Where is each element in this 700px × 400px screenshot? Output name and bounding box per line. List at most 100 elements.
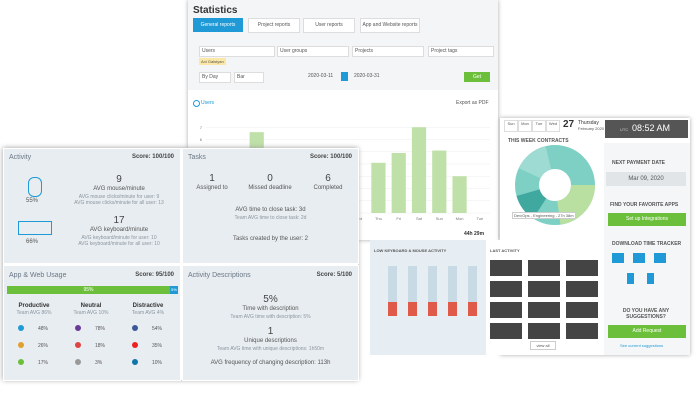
projects-input[interactable]: Projects [352, 46, 424, 57]
mac-icon[interactable] [633, 253, 645, 263]
date-from[interactable]: 2020-03-11 [308, 73, 334, 79]
activity-bar [468, 266, 477, 316]
get-button[interactable]: Get [464, 72, 490, 82]
keyboard-all: AVG keyboard/minute for all user: 10 [78, 241, 160, 247]
windows-icon[interactable] [612, 253, 624, 263]
integrations-button[interactable]: Set up Integrations [608, 213, 686, 226]
mouse-percent: 55% [26, 198, 39, 204]
card-score: Score: 95/100 [135, 272, 174, 278]
app-icon [75, 359, 81, 365]
app-icon [75, 325, 81, 331]
type-select[interactable]: Bar [234, 72, 264, 83]
mouse-label: AVG mouse/minute [93, 186, 145, 192]
distractive-bar: 5% [170, 286, 178, 294]
app-icon [18, 325, 24, 331]
tab[interactable]: App and Website reports [360, 18, 420, 33]
clock-box [605, 120, 688, 138]
mouse-value: 9 [116, 174, 122, 185]
bar [452, 176, 467, 213]
x-tick-label: Mon [456, 216, 464, 221]
task-stat-value: 1 [209, 173, 215, 184]
calendar-icon[interactable] [341, 72, 348, 81]
day[interactable]: Tue [532, 120, 546, 132]
tab[interactable]: Project reports [248, 18, 300, 33]
column-team: Team AVG 86% [16, 310, 52, 316]
tags-input[interactable]: Project tags [428, 46, 494, 57]
usage-percent: 48% [38, 326, 49, 332]
user-chip[interactable]: Ani Galstyan [199, 58, 226, 65]
bar [371, 162, 386, 213]
weekday: Thursday [578, 120, 599, 126]
tab[interactable]: User reports [303, 18, 355, 33]
tab[interactable]: General reports [193, 18, 243, 32]
total-time: 44h 29m [464, 231, 485, 237]
keyboard-value: 17 [113, 215, 125, 226]
description-percent-label: Time with description [242, 306, 299, 312]
team-unique: Team AVG time with unique descriptions: … [216, 346, 325, 352]
activity-card: Activity Score: 100/100 55% 9 AVG mouse/… [3, 148, 181, 264]
unique-value: 1 [267, 326, 274, 337]
mouse-all: AVG mouse clicks/minute for all user: 13 [74, 200, 164, 206]
linux-icon[interactable] [654, 253, 666, 263]
keyboard-icon [18, 221, 52, 235]
card-score: Score: 100/100 [309, 154, 352, 160]
usage-percent: 54% [152, 326, 163, 332]
period-select[interactable]: By Day [199, 72, 231, 83]
screenshot-grid[interactable] [490, 260, 598, 340]
view-all-button[interactable]: view all [530, 341, 556, 350]
day[interactable]: Wed [546, 120, 560, 132]
x-tick-label: Sun [436, 216, 443, 221]
usage-percent: 18% [95, 343, 106, 349]
suggest-title: DO YOU HAVE ANY SUGGESTIONS? [622, 308, 670, 320]
low-activity-title: LOW KEYBOARD & MOUSE ACTIVITY [374, 248, 447, 253]
day-number: 27 [563, 119, 575, 130]
date-to[interactable]: 2020-03-31 [354, 73, 380, 79]
task-stat-label: Missed deadline [248, 185, 292, 191]
android-icon[interactable] [627, 273, 634, 284]
productive-bar: 95% [7, 286, 170, 294]
x-tick-label: Tue [476, 216, 484, 221]
payment-title: NEXT PAYMENT DATE [612, 160, 665, 166]
clock-icon [193, 100, 200, 107]
activity-panels: LOW KEYBOARD & MOUSE ACTIVITY LAST ACTIV… [370, 240, 604, 355]
tasks-card: Tasks Score: 100/100 1 Assigned to 0 Mis… [182, 148, 359, 264]
task-stat-label: Assigned to [196, 185, 228, 191]
usage-percent: 26% [38, 343, 49, 349]
x-tick-label: Thu [375, 216, 382, 221]
day[interactable]: Mon [518, 120, 532, 132]
suggest-link[interactable]: See current suggestions [620, 343, 664, 348]
column-title: Neutral [80, 303, 102, 309]
month: February 2020 [578, 126, 605, 131]
tasks-created: Tasks created by the user: 2 [232, 236, 309, 242]
keyboard-percent: 66% [26, 239, 39, 245]
card-title: Activity [9, 154, 32, 161]
contracts-label: Dev/Ops - Engineering - 27h 38m [512, 212, 576, 219]
activity-bar [408, 266, 417, 316]
task-stat-value: 6 [325, 173, 331, 184]
ios-icon[interactable] [647, 273, 654, 284]
column-title: Productive [18, 303, 50, 309]
day[interactable]: Sun [504, 120, 518, 132]
report-panel: Activity Score: 100/100 55% 9 AVG mouse/… [3, 148, 359, 381]
usage-percent: 17% [38, 360, 49, 366]
card-title: Activity Descriptions [188, 272, 251, 279]
users-link[interactable]: Users [201, 100, 215, 106]
team-description-percent: Team AVG time with description: 5% [230, 314, 311, 320]
add-request-button[interactable]: Add Request [608, 325, 686, 338]
export-button[interactable]: Export as PDF [456, 100, 489, 106]
users-input[interactable]: Users [199, 46, 275, 57]
card-score: Score: 5/100 [316, 272, 352, 278]
column-team: Team AVG 4% [131, 310, 165, 316]
descriptions-card: Activity Descriptions Score: 5/100 5% Ti… [182, 265, 359, 381]
card-title: Tasks [188, 154, 206, 161]
mouse-user: AVG mouse clicks/minute for user: 9 [78, 194, 160, 200]
groups-input[interactable]: User groups [277, 46, 349, 57]
statistics-window: Statistics General reports Project repor… [188, 0, 498, 240]
frequency: AVG frequency of changing description: 1… [210, 360, 331, 366]
apps-title: FIND YOUR FAVORITE APPS [610, 202, 679, 208]
x-tick-label: Sat [416, 216, 423, 221]
x-tick-label: Fri [396, 216, 401, 221]
usage-percent: 78% [95, 326, 106, 332]
card-score: Score: 100/100 [131, 154, 174, 160]
